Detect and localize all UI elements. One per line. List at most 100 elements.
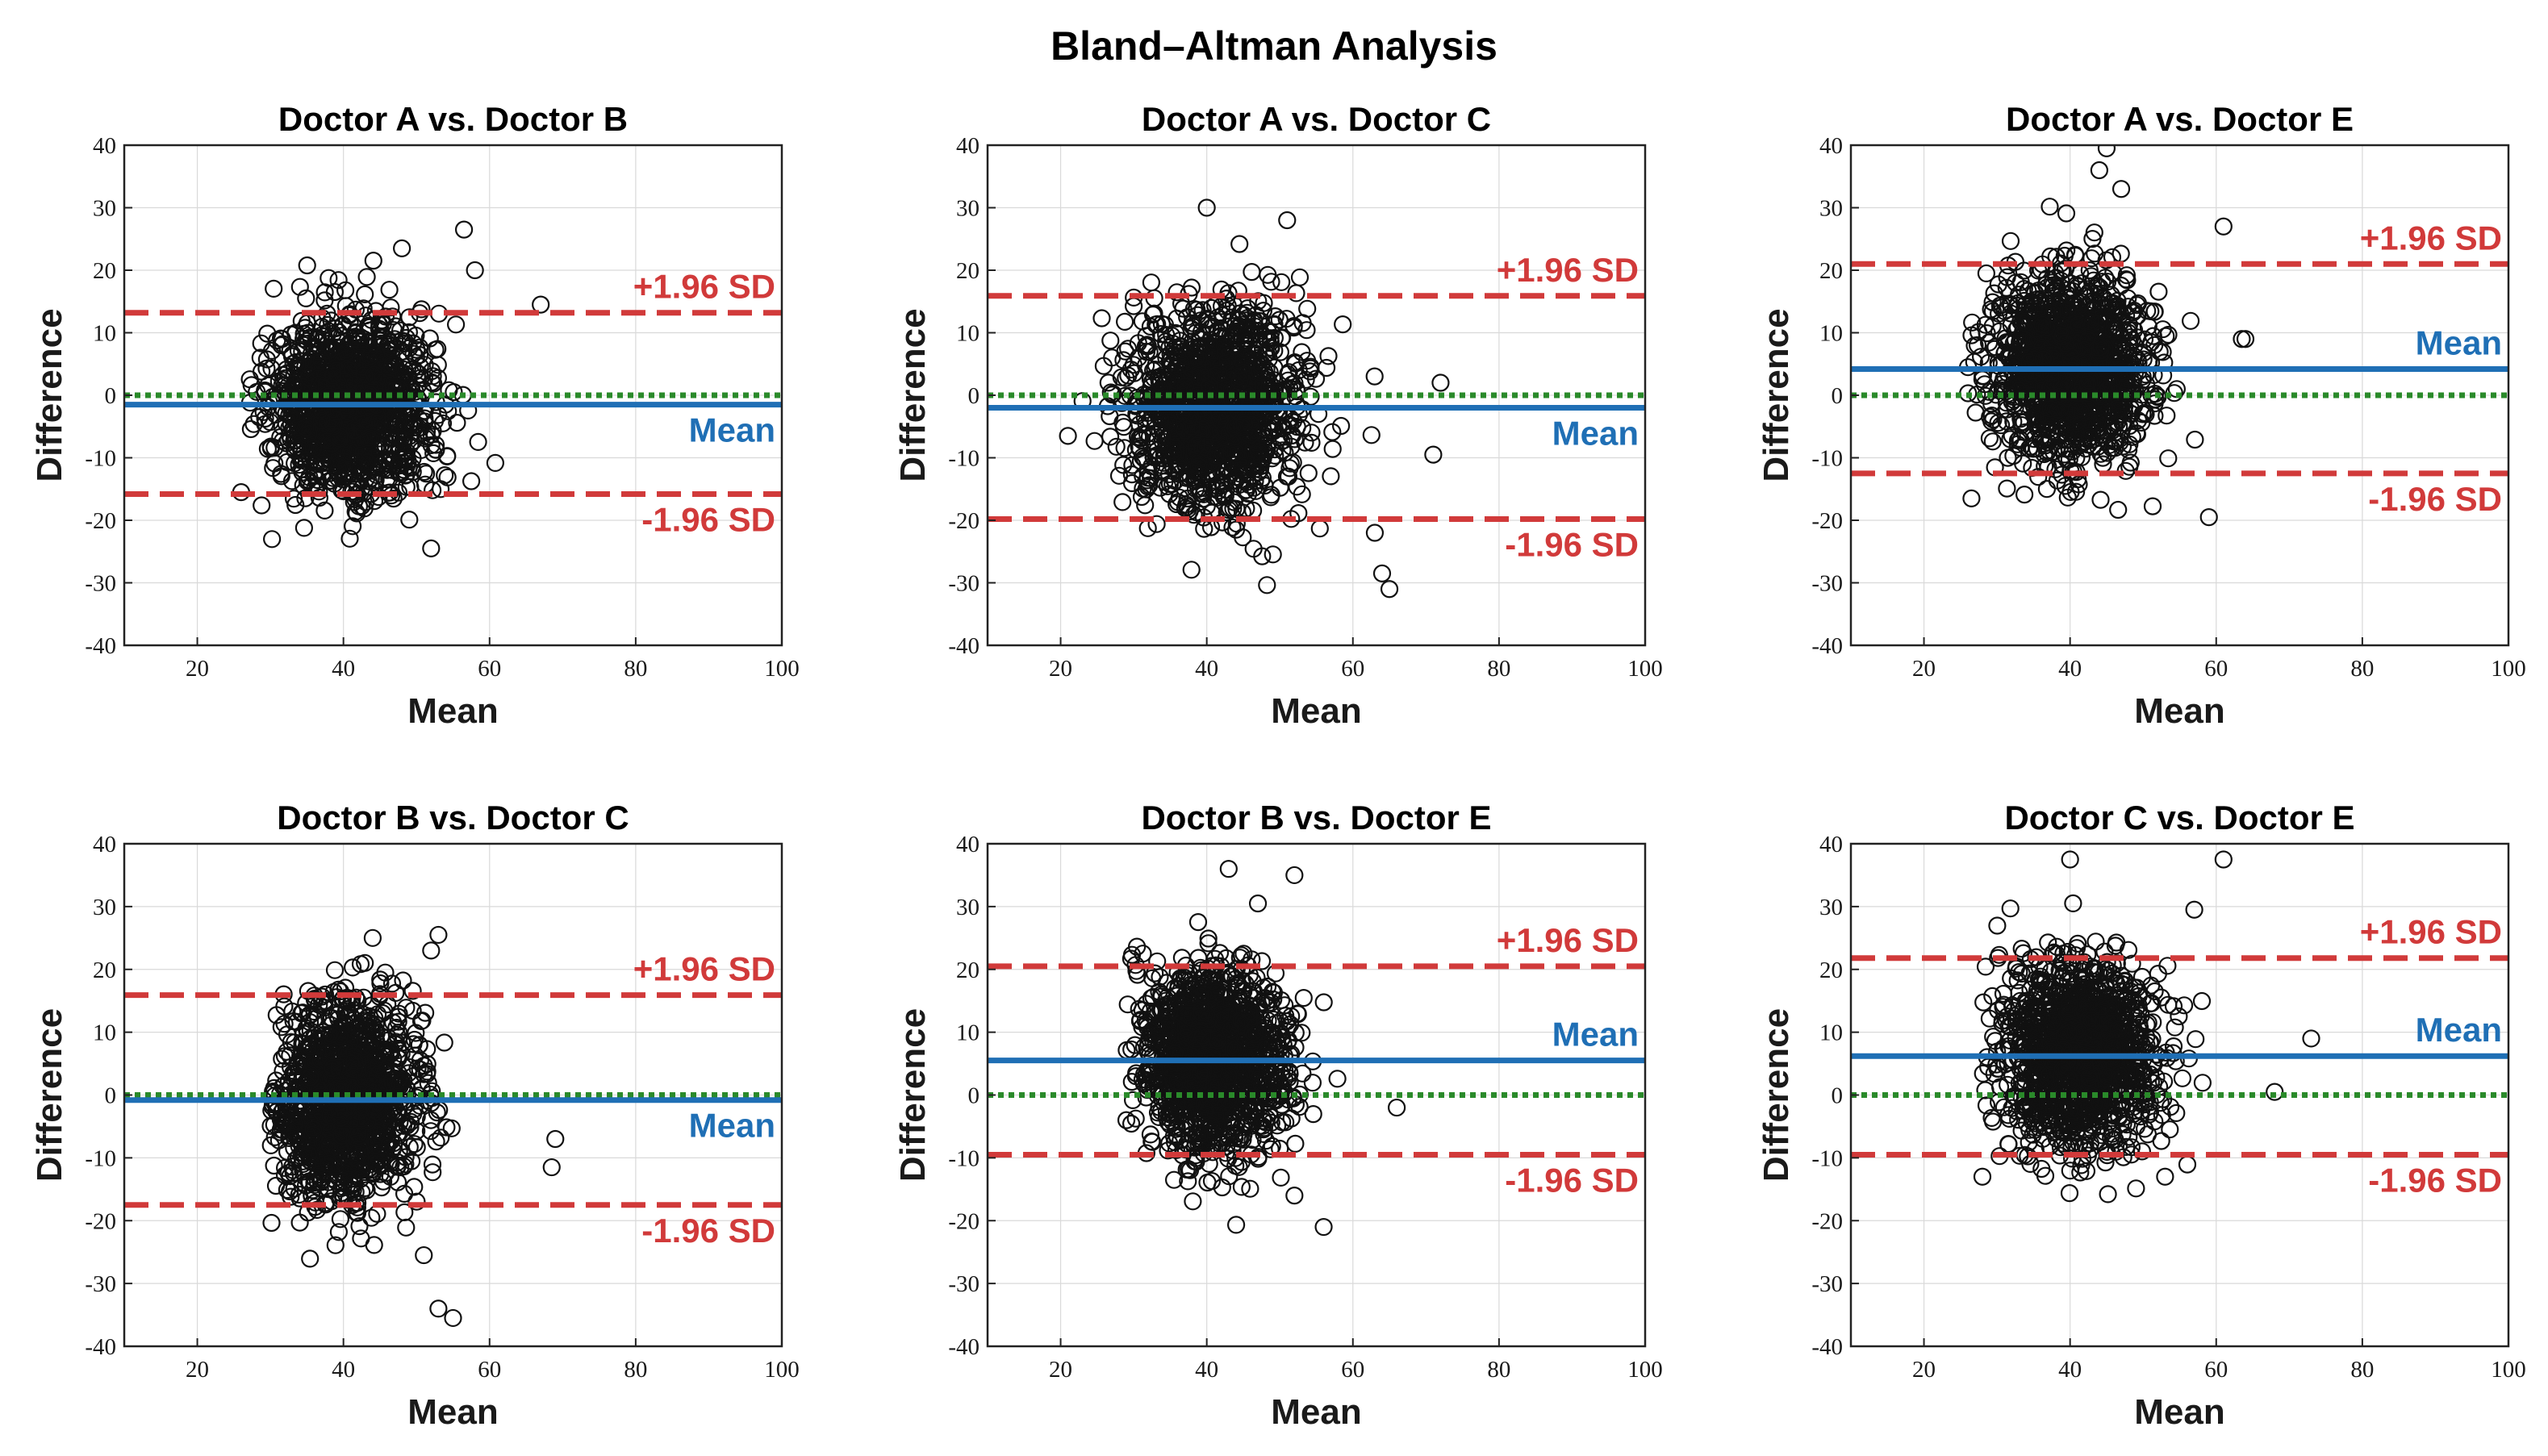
data-point [1226, 468, 1245, 486]
data-point [1965, 336, 1984, 355]
x-tick-label: 80 [1487, 656, 1510, 682]
data-point [2014, 454, 2032, 473]
data-point [2008, 435, 2027, 453]
data-point [1983, 293, 2002, 311]
x-tick-label: 60 [1341, 656, 1364, 682]
data-point [301, 453, 320, 471]
data-point [286, 427, 304, 445]
y-tick-label: 20 [956, 258, 980, 284]
data-point [1216, 342, 1234, 361]
data-point [265, 279, 283, 298]
y-tick-label: 40 [956, 133, 980, 159]
data-point [1232, 413, 1251, 432]
x-tick-label: 60 [478, 656, 501, 682]
x-tick-label: 80 [2350, 656, 2374, 682]
data-point [1160, 474, 1180, 494]
data-point [1277, 467, 1297, 486]
y-tick-label: 0 [105, 383, 117, 409]
mean-label: Mean [2416, 323, 2502, 361]
data-point [416, 1003, 435, 1022]
data-point [2153, 320, 2172, 339]
data-point [278, 453, 296, 472]
data-point [2072, 448, 2091, 467]
data-point [401, 436, 420, 454]
data-point-outlier [422, 539, 441, 557]
data-point [1272, 273, 1291, 291]
data-point [1998, 268, 2016, 286]
data-point [1187, 436, 1206, 455]
data-point [2078, 375, 2097, 394]
data-point [2047, 248, 2066, 266]
y-axis-label: Difference [1756, 308, 1796, 482]
data-point [436, 465, 454, 485]
data-point-outlier [2199, 508, 2218, 527]
data-point [486, 453, 505, 473]
data-point [2080, 371, 2099, 390]
data-point [365, 365, 383, 384]
data-point [424, 444, 443, 463]
data-point [396, 466, 415, 485]
x-tick-label: 40 [1195, 656, 1218, 682]
data-point [384, 400, 403, 419]
data-point [367, 345, 386, 364]
data-point [265, 390, 284, 409]
data-point [383, 307, 402, 326]
data-point [2091, 490, 2110, 509]
y-tick-label: 10 [1819, 321, 1843, 347]
data-point [1115, 439, 1134, 457]
data-point [1164, 444, 1183, 462]
panel-title: Doctor A vs. Doctor E [2006, 100, 2354, 138]
data-point-outlier [1424, 445, 1443, 464]
panel-title: Doctor A vs. Doctor C [1142, 100, 1491, 138]
data-point [1189, 457, 1208, 476]
data-point [1179, 467, 1197, 486]
y-tick-label: 30 [956, 196, 980, 222]
data-point [405, 400, 424, 419]
data-point [269, 372, 288, 390]
data-point [285, 490, 303, 508]
x-tick-label: 100 [764, 656, 800, 682]
data-point [1980, 333, 1999, 352]
data-point [2113, 437, 2132, 456]
data-point [356, 285, 374, 303]
scatter-points [1059, 198, 1450, 599]
data-point [2110, 398, 2128, 416]
data-point-outlier [2090, 161, 2108, 180]
data-point [1265, 315, 1284, 333]
data-point [1245, 311, 1264, 330]
data-point [1234, 355, 1253, 373]
data-point [1133, 431, 1151, 450]
data-point [1245, 478, 1264, 497]
data-point [2046, 460, 2065, 478]
data-point [253, 496, 271, 515]
data-point [1997, 278, 2015, 297]
data-point [1254, 302, 1273, 320]
data-point [2029, 468, 2048, 486]
data-point [1222, 313, 1240, 332]
data-point [2091, 295, 2110, 314]
data-point [1293, 343, 1311, 361]
data-point [2010, 382, 2028, 400]
data-point-outlier [2097, 145, 2116, 157]
data-point [2098, 382, 2116, 400]
data-point [1252, 451, 1271, 469]
data-point [1228, 436, 1247, 454]
data-point-outlier [1380, 580, 1399, 599]
data-point [1159, 413, 1178, 432]
data-point [2032, 427, 2051, 445]
data-point [364, 252, 382, 270]
data-point [357, 268, 376, 286]
data-point [1167, 309, 1186, 327]
data-point [1094, 357, 1113, 375]
data-point [1159, 465, 1179, 484]
data-point [2145, 394, 2164, 413]
data-point [1319, 347, 1338, 365]
lower-limit-label: -1.96 SD [641, 500, 775, 538]
figure-title: Bland–Altman Analysis [1051, 23, 1497, 69]
data-point-outlier [532, 295, 550, 314]
data-point [1182, 561, 1201, 579]
data-point [351, 332, 370, 351]
data-point [1207, 479, 1226, 498]
y-tick-label: -10 [1811, 446, 1843, 472]
data-point [1251, 363, 1269, 382]
